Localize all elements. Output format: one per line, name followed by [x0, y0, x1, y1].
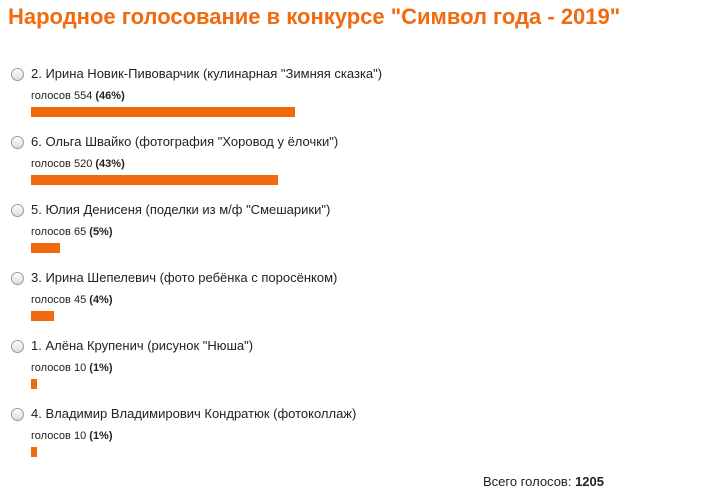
votes-number: 10 [73, 362, 87, 374]
vote-count: голосов 45 (4%) [31, 294, 113, 306]
votes-text: голосов [31, 362, 71, 374]
percent-label: (5%) [89, 226, 113, 238]
percent-label: (46%) [95, 90, 125, 102]
total-label: Всего голосов: [482, 474, 572, 489]
percent-label: (1%) [89, 362, 113, 374]
result-bar [31, 447, 37, 457]
radio-button[interactable] [11, 204, 24, 217]
votes-number: 520 [73, 158, 93, 170]
votes-number: 45 [73, 294, 87, 306]
total-value: 1205 [575, 474, 604, 489]
vote-count: голосов 10 (1%) [31, 362, 113, 374]
radio-button[interactable] [11, 408, 24, 421]
vote-count: голосов 10 (1%) [31, 430, 113, 442]
votes-number: 65 [73, 226, 87, 238]
votes-text: голосов [31, 90, 71, 102]
total-votes: Всего голосов: 1205 [483, 474, 604, 489]
votes-text: голосов [31, 158, 71, 170]
percent-label: (4%) [89, 294, 113, 306]
option-label: 3. Ирина Шепелевич (фото ребёнка с порос… [31, 270, 338, 285]
votes-text: голосов [31, 430, 71, 442]
votes-text: голосов [31, 226, 71, 238]
votes-number: 554 [73, 90, 93, 102]
percent-label: (43%) [95, 158, 125, 170]
radio-button[interactable] [11, 340, 24, 353]
radio-button[interactable] [11, 136, 24, 149]
result-bar [31, 175, 278, 185]
result-bar [31, 107, 296, 117]
votes-number: 10 [73, 430, 87, 442]
vote-count: голосов 554 (46%) [31, 90, 125, 102]
option-label: 5. Юлия Денисеня (поделки из м/ф "Смешар… [31, 202, 331, 217]
result-bar [31, 379, 37, 389]
option-label: 4. Владимир Владимирович Кондратюк (фото… [31, 406, 357, 421]
option-label: 1. Алёна Крупенич (рисунок "Нюша") [31, 338, 254, 353]
result-bar [31, 243, 60, 253]
result-bar [31, 311, 54, 321]
option-label: 6. Ольга Швайко (фотография "Хоровод у ё… [31, 134, 339, 149]
vote-count: голосов 520 (43%) [31, 158, 125, 170]
option-label: 2. Ирина Новик-Пивоварчик (кулинарная "З… [31, 66, 383, 81]
vote-count: голосов 65 (5%) [31, 226, 113, 238]
radio-button[interactable] [11, 272, 24, 285]
votes-text: голосов [31, 294, 71, 306]
poll-title: Народное голосование в конкурсе "Символ … [8, 4, 621, 29]
radio-button[interactable] [11, 68, 24, 81]
percent-label: (1%) [89, 430, 113, 442]
